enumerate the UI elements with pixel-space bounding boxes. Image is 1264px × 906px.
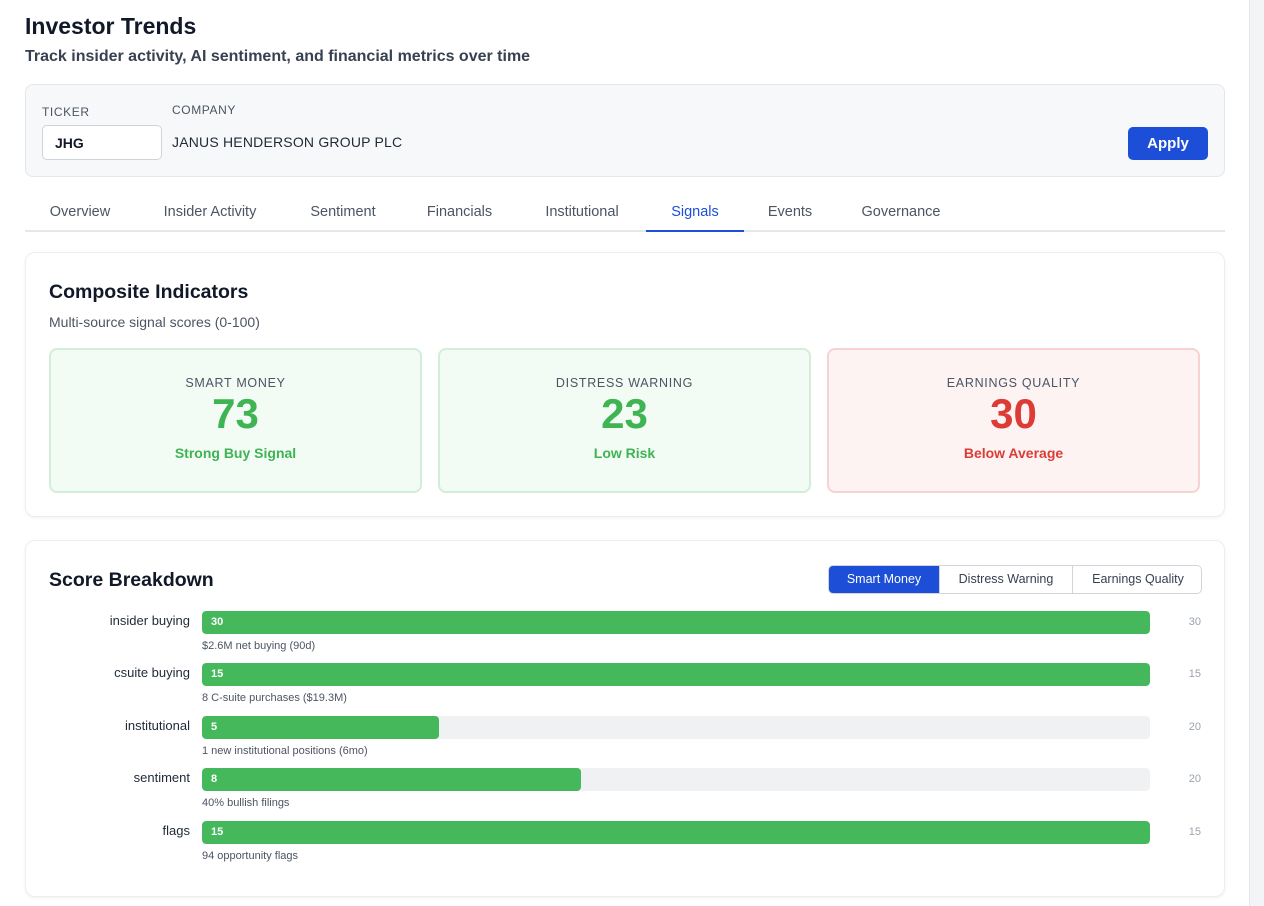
mode-distress-warning-button[interactable]: Distress Warning bbox=[939, 566, 1072, 593]
distress-warning-indicator: DISTRESS WARNING 23 Low Risk bbox=[438, 348, 811, 493]
company-name: JANUS HENDERSON GROUP PLC bbox=[172, 134, 403, 150]
indicator-label: DISTRESS WARNING bbox=[555, 376, 694, 390]
breakdown-row: institutional 5 20 1 new institutional p… bbox=[26, 716, 1226, 768]
indicator-status: Strong Buy Signal bbox=[174, 445, 297, 461]
bar-score: 30 bbox=[211, 616, 224, 628]
indicator-value: 73 bbox=[212, 390, 259, 437]
score-bar-fill: 5 bbox=[202, 716, 439, 739]
bar-score: 15 bbox=[211, 668, 224, 680]
earnings-quality-indicator: EARNINGS QUALITY 30 Below Average bbox=[827, 348, 1200, 493]
row-note: 40% bullish filings bbox=[202, 797, 290, 809]
score-bar-track: 15 bbox=[202, 821, 1150, 844]
score-bar-track: 15 bbox=[202, 663, 1150, 686]
row-note: 8 C-suite purchases ($19.3M) bbox=[202, 692, 347, 704]
page-scrollbar[interactable] bbox=[1249, 0, 1264, 906]
mode-smart-money-button[interactable]: Smart Money bbox=[829, 566, 939, 593]
tab-events[interactable]: Events bbox=[767, 204, 813, 220]
row-label: institutional bbox=[124, 718, 190, 733]
indicator-status: Low Risk bbox=[593, 445, 656, 461]
score-mode-toggle: Smart Money Distress Warning Earnings Qu… bbox=[828, 565, 1202, 594]
breakdown-row: csuite buying 15 15 8 C-suite purchases … bbox=[26, 663, 1226, 715]
bar-score: 15 bbox=[211, 826, 224, 838]
tab-sentiment[interactable]: Sentiment bbox=[310, 204, 376, 220]
row-label: csuite buying bbox=[114, 665, 190, 680]
breakdown-row: sentiment 8 20 40% bullish filings bbox=[26, 768, 1226, 820]
tab-governance[interactable]: Governance bbox=[861, 204, 941, 220]
score-bar-track: 8 bbox=[202, 768, 1150, 791]
page-subtitle: Track insider activity, AI sentiment, an… bbox=[25, 48, 531, 65]
row-label: insider buying bbox=[109, 613, 190, 628]
company-label: COMPANY bbox=[172, 103, 236, 117]
tab-financials[interactable]: Financials bbox=[426, 204, 493, 220]
score-bar-track: 5 bbox=[202, 716, 1150, 739]
score-bar-fill: 15 bbox=[202, 663, 1150, 686]
score-bar-fill: 8 bbox=[202, 768, 582, 791]
breakdown-row: insider buying 30 30 $2.6M net buying (9… bbox=[26, 611, 1226, 663]
row-max: 30 bbox=[1188, 616, 1201, 628]
indicator-label: EARNINGS QUALITY bbox=[946, 376, 1081, 390]
row-note: $2.6M net buying (90d) bbox=[202, 640, 316, 652]
indicator-value: 30 bbox=[990, 390, 1037, 437]
bar-score: 8 bbox=[211, 773, 218, 785]
row-label: flags bbox=[162, 823, 190, 838]
breakdown-row: flags 15 15 94 opportunity flags bbox=[26, 821, 1226, 873]
filter-panel: TICKER COMPANY JANUS HENDERSON GROUP PLC… bbox=[25, 84, 1225, 177]
tab-institutional[interactable]: Institutional bbox=[545, 204, 619, 220]
mode-earnings-quality-button[interactable]: Earnings Quality bbox=[1072, 566, 1201, 593]
row-max: 20 bbox=[1188, 773, 1201, 785]
bar-score: 5 bbox=[211, 721, 218, 733]
tab-insider-activity[interactable]: Insider Activity bbox=[163, 204, 257, 220]
indicator-value: 23 bbox=[601, 390, 648, 437]
ticker-input[interactable] bbox=[42, 125, 162, 160]
composite-indicators-description: Multi-source signal scores (0-100) bbox=[49, 314, 260, 330]
row-note: 94 opportunity flags bbox=[202, 850, 299, 862]
indicator-label: SMART MONEY bbox=[185, 376, 286, 390]
score-bar-fill: 30 bbox=[202, 611, 1150, 634]
score-bar-track: 30 bbox=[202, 611, 1150, 634]
row-max: 15 bbox=[1188, 668, 1201, 680]
tab-bar: Overview Insider Activity Sentiment Fina… bbox=[25, 194, 1225, 232]
tab-overview[interactable]: Overview bbox=[49, 204, 111, 220]
score-breakdown-card: Score Breakdown Smart Money Distress War… bbox=[25, 540, 1225, 897]
row-max: 15 bbox=[1188, 826, 1201, 838]
tab-signals[interactable]: Signals bbox=[646, 194, 744, 232]
row-max: 20 bbox=[1188, 721, 1201, 733]
composite-indicators-title: Composite Indicators bbox=[49, 281, 249, 303]
score-bar-fill: 15 bbox=[202, 821, 1150, 844]
ticker-label: TICKER bbox=[42, 105, 90, 119]
composite-indicators-card: Composite Indicators Multi-source signal… bbox=[25, 252, 1225, 517]
row-label: sentiment bbox=[133, 770, 190, 785]
score-breakdown-title: Score Breakdown bbox=[49, 569, 214, 591]
page-title: Investor Trends bbox=[25, 13, 197, 39]
apply-button[interactable]: Apply bbox=[1128, 127, 1208, 160]
smart-money-indicator: SMART MONEY 73 Strong Buy Signal bbox=[49, 348, 422, 493]
row-note: 1 new institutional positions (6mo) bbox=[202, 745, 368, 757]
indicator-status: Below Average bbox=[963, 445, 1064, 461]
